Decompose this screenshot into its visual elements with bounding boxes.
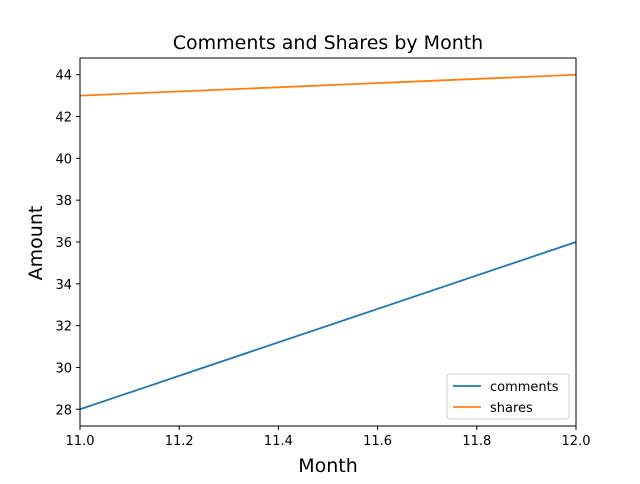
x-tick-label: 12.0 xyxy=(562,434,591,449)
x-tick-label: 11.6 xyxy=(363,434,392,449)
legend: comments shares xyxy=(446,373,570,420)
x-tick-label: 11.4 xyxy=(264,434,293,449)
series-line-comments xyxy=(79,241,577,411)
x-tick-label: 11.0 xyxy=(66,434,95,449)
series-line-shares xyxy=(79,73,577,97)
y-tick-label: 38 xyxy=(55,194,72,209)
y-tick-label: 28 xyxy=(55,403,72,418)
axis-ticks: 11.0 11.2 11.4 11.6 11.8 12.0 28 30 32 34 36 38 40 42… xyxy=(55,69,590,449)
y-tick-label: 30 xyxy=(55,361,72,376)
legend-label-shares: shares xyxy=(490,401,533,416)
y-tick-label: 34 xyxy=(55,278,72,293)
x-tick-label: 11.8 xyxy=(462,434,491,449)
y-axis-label: Amount xyxy=(25,206,47,281)
y-tick-label: 32 xyxy=(55,320,72,335)
y-tick-label: 40 xyxy=(55,152,72,167)
y-tick-label: 36 xyxy=(55,236,72,251)
y-tick-label: 42 xyxy=(55,111,72,126)
x-tick-label: 11.2 xyxy=(165,434,194,449)
series-lines xyxy=(79,73,577,411)
plot-frame xyxy=(79,57,577,427)
x-axis-label: Month xyxy=(298,455,358,477)
legend-label-comments: comments xyxy=(490,380,559,395)
y-tick-label: 44 xyxy=(55,69,72,84)
chart-title: Comments and Shares by Month xyxy=(173,32,483,54)
